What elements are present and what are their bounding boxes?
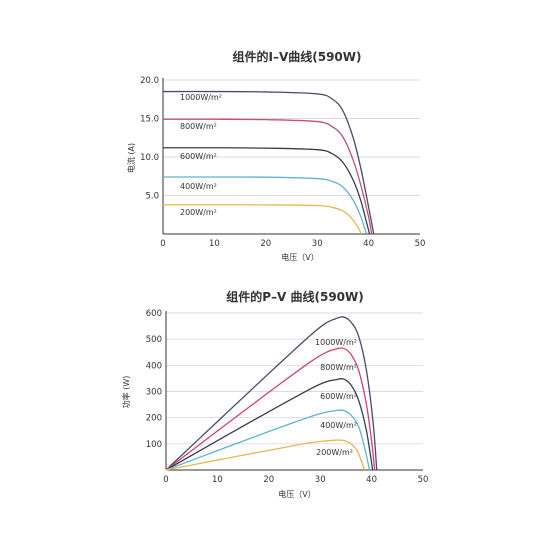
pv-xtick-label: 0: [163, 475, 168, 485]
iv-ytick-label: 20.0: [140, 76, 159, 86]
iv-chart-title: 组件的I–V曲线(590W): [232, 49, 361, 64]
iv-series-label: 1000W/m²: [180, 93, 222, 102]
pv-ytick-label: 100: [146, 440, 162, 450]
iv-chart-ylabel: 电流 (A): [126, 143, 136, 173]
pv-chart-ylabel: 功率 (W): [121, 376, 131, 409]
pv-series-label: 200W/m²: [316, 448, 353, 457]
pv-ytick-label: 200: [146, 414, 162, 424]
iv-xtick-label: 40: [363, 239, 374, 249]
iv-series-label: 600W/m²: [180, 152, 217, 161]
iv-xtick-label: 30: [312, 239, 323, 249]
iv-xtick-label: 20: [260, 239, 271, 249]
iv-series-line: [162, 147, 371, 235]
iv-xtick-label: 50: [415, 239, 426, 249]
iv-xtick-label: 0: [160, 239, 165, 249]
pv-xtick-label: 50: [418, 475, 429, 485]
pv-series-line: [165, 377, 374, 471]
pv-series-label: 800W/m²: [320, 363, 357, 372]
pv-ytick-label: 500: [146, 335, 162, 345]
iv-chart: 组件的I–V曲线(590W) 电流 (A) 电压（V） 5.0 10.0 15.0 2…: [126, 49, 425, 262]
pv-series-label: 400W/m²: [320, 421, 357, 430]
pv-series-label: 1000W/m²: [315, 338, 357, 347]
pv-series-label: 600W/m²: [320, 392, 357, 401]
pv-ytick-label: 600: [146, 309, 162, 319]
pv-series-line: [165, 347, 376, 471]
pv-series-line: [165, 439, 366, 471]
pv-series-line: [165, 316, 378, 471]
pv-chart-xlabel: 电压（V）: [278, 489, 315, 499]
pv-chart: 组件的P–V 曲线(590W) 功率 (W) 电压（V） 10020030040…: [121, 289, 428, 499]
pv-ytick-label: 300: [146, 388, 162, 398]
pv-ytick-label: 400: [146, 361, 162, 371]
iv-ytick-label: 15.0: [140, 115, 159, 125]
iv-ytick-label: 10.0: [140, 153, 159, 163]
iv-series-label: 200W/m²: [180, 208, 217, 217]
iv-chart-xlabel: 电压（V）: [281, 252, 318, 262]
iv-series-line: [162, 204, 362, 235]
iv-series-line: [162, 176, 368, 235]
iv-ytick-label: 5.0: [145, 192, 159, 202]
iv-series-label: 400W/m²: [180, 182, 217, 191]
iv-series-line: [162, 118, 373, 235]
pv-series-line: [165, 409, 371, 471]
pv-xtick-label: 10: [212, 475, 223, 485]
iv-series-label: 800W/m²: [180, 122, 217, 131]
iv-xtick-label: 10: [209, 239, 220, 249]
pv-chart-title: 组件的P–V 曲线(590W): [226, 289, 364, 304]
pv-xtick-label: 20: [263, 475, 274, 485]
iv-series-line: [162, 90, 375, 235]
pv-xtick-label: 40: [366, 475, 377, 485]
pv-xtick-label: 30: [315, 475, 326, 485]
